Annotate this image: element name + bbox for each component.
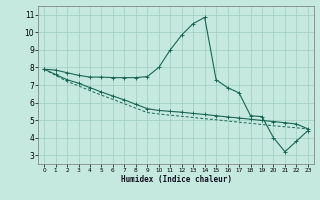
X-axis label: Humidex (Indice chaleur): Humidex (Indice chaleur) [121,175,231,184]
